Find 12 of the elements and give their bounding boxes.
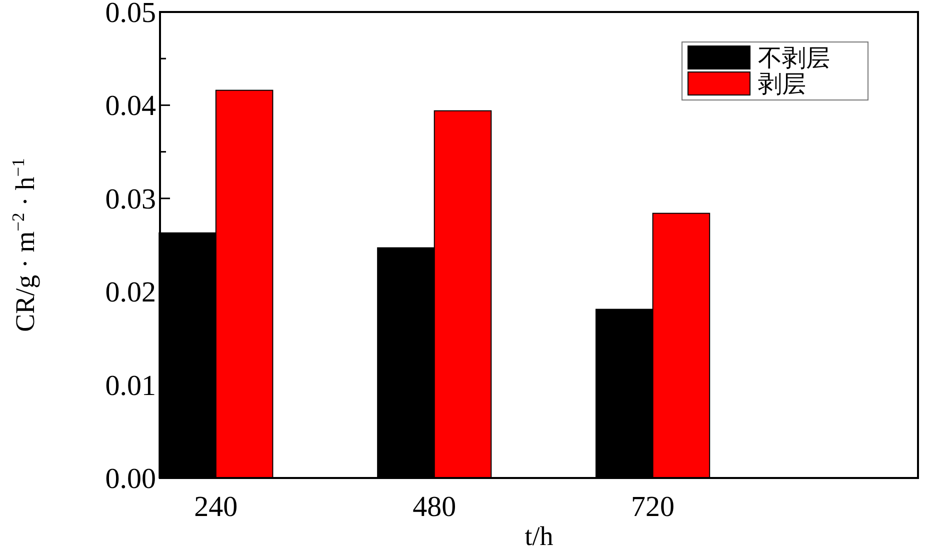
legend-label: 剥层 [758,72,806,98]
y-tick-label: 0.01 [105,370,156,402]
legend-label: 不剥层 [758,46,830,72]
y-tick-label: 0.00 [105,463,156,495]
y-tick-label: 0.04 [105,90,156,122]
x-tick-label: 480 [412,491,456,523]
x-tick-label: 240 [194,491,238,523]
x-axis-title: t/h [524,521,554,551]
y-tick-label: 0.02 [105,276,156,309]
y-tick-label: 0.05 [105,0,156,29]
x-tick-label: 720 [631,491,675,523]
y-tick-label: 0.03 [105,183,156,216]
